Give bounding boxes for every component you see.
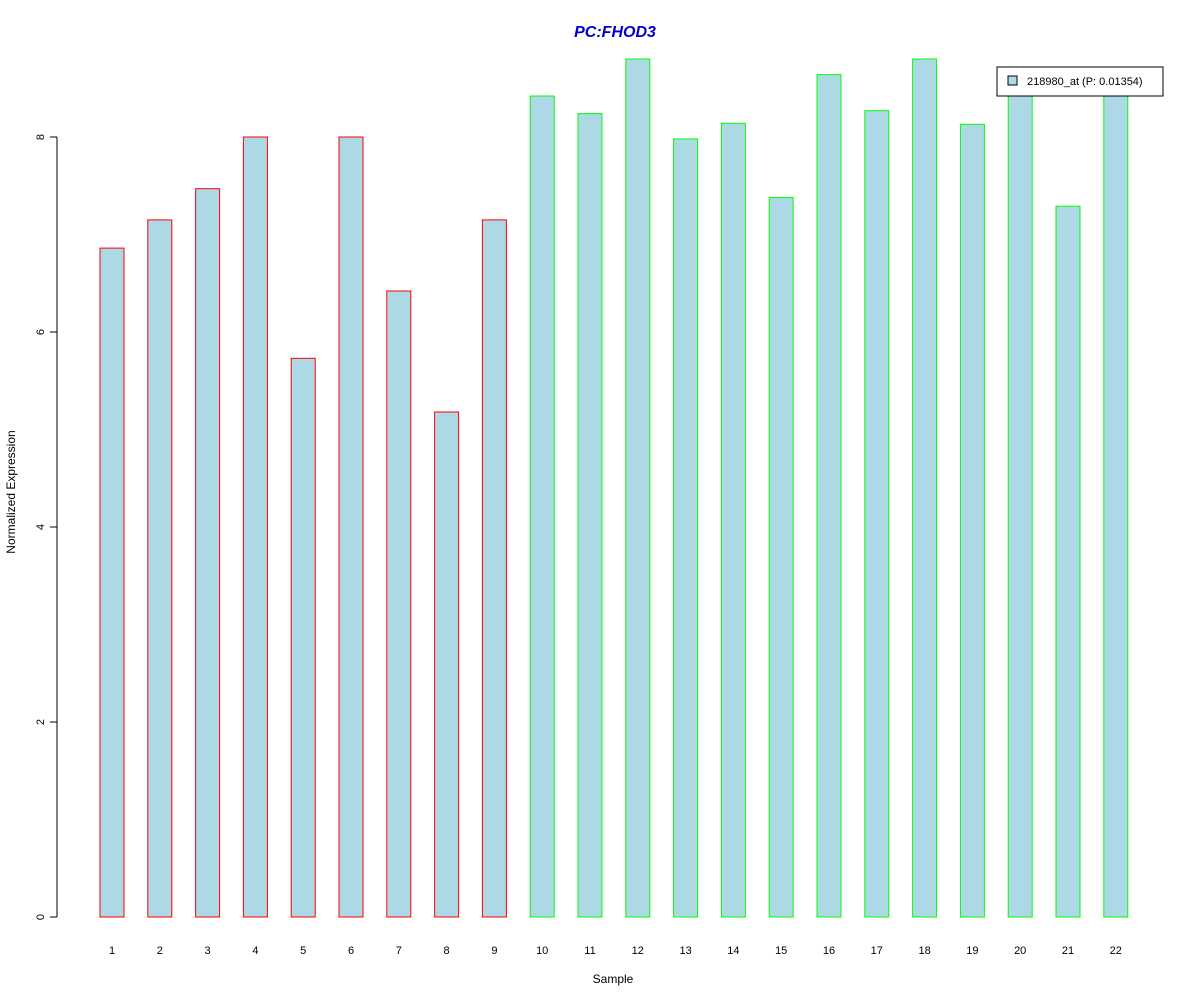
bar-sample-21 (1055, 205, 1081, 918)
x-tick-label: 17 (871, 945, 883, 957)
bar-sample-17 (864, 110, 890, 918)
legend-box (996, 66, 1164, 97)
bar-sample-22 (1103, 92, 1129, 918)
y-tick-label: 8 (35, 134, 47, 140)
y-tick-label: 6 (35, 329, 47, 335)
bars-group (99, 58, 1129, 918)
bar-sample-20 (1007, 92, 1033, 918)
x-tick-label: 8 (444, 945, 450, 957)
x-tick-label: 4 (252, 945, 258, 957)
bar-sample-7 (386, 290, 412, 918)
bar-sample-11 (577, 113, 603, 918)
bar-sample-1 (99, 247, 125, 918)
x-tick-label: 11 (584, 945, 595, 957)
bar-sample-6 (338, 136, 364, 918)
y-tick-label: 0 (35, 914, 47, 920)
x-tick-label: 18 (918, 945, 930, 957)
bar-sample-15 (768, 197, 794, 918)
bar-sample-8 (434, 411, 460, 918)
x-tick-label: 19 (966, 945, 978, 957)
x-tick-label: 1 (109, 945, 115, 957)
bar-sample-2 (147, 219, 173, 918)
bar-sample-13 (673, 138, 699, 918)
bar-sample-12 (625, 58, 651, 918)
x-tick-label: 15 (775, 945, 787, 957)
x-tick-label: 14 (727, 945, 739, 957)
x-tick-label: 10 (536, 945, 548, 957)
bar-sample-16 (816, 74, 842, 918)
x-tick-label: 6 (348, 945, 354, 957)
bar-sample-10 (529, 95, 555, 918)
legend-swatch (1007, 75, 1018, 86)
x-tick-label: 7 (396, 945, 402, 957)
bar-sample-18 (912, 58, 938, 918)
x-tick-label: 21 (1062, 945, 1074, 957)
chart-title: PC:FHOD3 (574, 24, 656, 41)
x-tick-label: 5 (300, 945, 306, 957)
x-tick-label: 12 (632, 945, 644, 957)
legend: 218980_at (P: 0.01354) (996, 66, 1164, 97)
bar-sample-19 (959, 123, 985, 918)
y-tick-label: 4 (35, 524, 47, 530)
bar-sample-5 (290, 357, 316, 918)
x-tick-label: 13 (679, 945, 691, 957)
legend-label: 218980_at (P: 0.01354) (1027, 76, 1143, 88)
x-tick-label: 16 (823, 945, 835, 957)
x-tick-labels: 1 2 3 4 5 6 7 8 9 10 11 12 13 14 15 16 17 18 19 20 21 22 (109, 945, 1122, 957)
bar-sample-9 (481, 219, 507, 918)
x-tick-label: 22 (1110, 945, 1122, 957)
bar-sample-3 (195, 188, 221, 918)
x-tick-label: 20 (1014, 945, 1026, 957)
x-tick-label: 9 (491, 945, 497, 957)
x-tick-label: 2 (157, 945, 163, 957)
y-axis-label: Normalized Expression (4, 430, 18, 553)
bar-sample-4 (242, 136, 268, 918)
y-axis: 0 2 4 6 8 (35, 134, 58, 920)
x-tick-label: 3 (205, 945, 211, 957)
y-tick-label: 2 (35, 719, 47, 725)
bar-sample-14 (720, 122, 746, 918)
x-axis-label: Sample (593, 972, 634, 986)
